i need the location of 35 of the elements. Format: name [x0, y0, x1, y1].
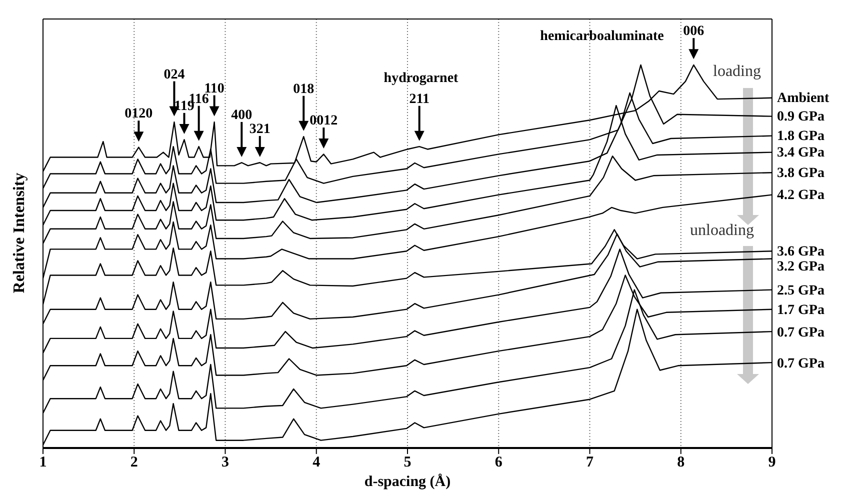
x-tick-label: 4	[312, 454, 321, 471]
annotation: 006	[683, 24, 704, 40]
x-axis-title: d-spacing (Å)	[364, 473, 451, 490]
series-label: 0.7 GPa	[777, 356, 824, 372]
annotation: 024	[164, 67, 185, 82]
series-label: 4.2 GPa	[777, 188, 824, 204]
series-label: 3.2 GPa	[777, 260, 824, 275]
y-axis-title: Relative Intensity	[11, 172, 28, 294]
x-tick-label: 5	[404, 454, 412, 471]
series-label: 1.8 GPa	[777, 129, 824, 144]
x-tick-label: 1	[39, 454, 47, 471]
series-label: 3.8 GPa	[777, 166, 824, 181]
x-tick-label: 6	[494, 454, 503, 471]
annotation: 0012	[310, 114, 338, 129]
x-tick-label: 7	[586, 454, 594, 471]
series-label: 0.9 GPa	[777, 110, 824, 125]
series-label: 3.4 GPa	[777, 146, 824, 161]
series-label: 0.7 GPa	[777, 325, 824, 340]
annotation: 018	[293, 82, 314, 97]
x-tick-label: 8	[677, 454, 685, 471]
series-label: Ambient	[777, 91, 830, 106]
x-tick-label: 2	[130, 454, 138, 471]
annotation: hydrogarnet	[384, 71, 459, 86]
series-label: 1.7 GPa	[777, 303, 824, 318]
series-label: 2.5 GPa	[777, 283, 824, 298]
annotation: unloading	[690, 222, 754, 239]
x-tick-label: 9	[768, 454, 776, 471]
annotation: 0120	[124, 106, 153, 122]
annotation: 321	[249, 122, 270, 137]
annotation: loading	[713, 63, 761, 80]
annotation: 211	[409, 92, 430, 107]
series-label: 3.6 GPa	[777, 244, 824, 260]
x-tick-label: 3	[222, 454, 229, 471]
text: hemicarboaluminate	[540, 29, 664, 44]
annotation: 400	[231, 108, 252, 123]
